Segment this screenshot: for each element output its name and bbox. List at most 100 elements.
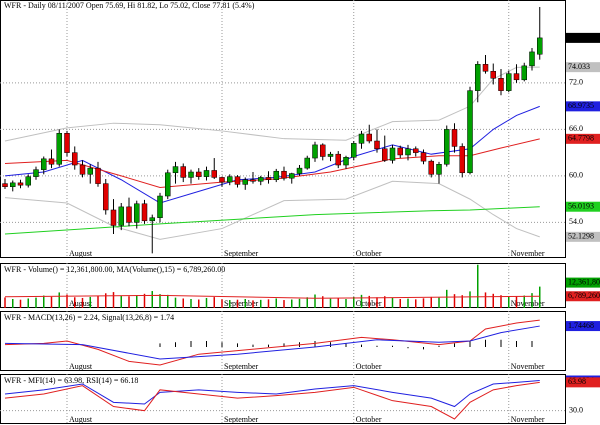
candle-body — [482, 64, 489, 72]
candle-body — [320, 144, 326, 157]
candle-body — [56, 133, 62, 165]
candle-body — [25, 176, 31, 186]
candle-body — [110, 209, 117, 226]
candle-body — [95, 167, 101, 184]
candle-body — [149, 217, 155, 222]
month-label: August — [69, 299, 93, 308]
candle-body — [265, 177, 272, 180]
candle-body — [227, 176, 233, 183]
candle-body — [234, 176, 241, 185]
value-box — [566, 291, 600, 302]
panel-frame — [0, 374, 566, 424]
indicator-line — [4, 381, 540, 420]
candle-body — [41, 158, 47, 170]
candle-body — [126, 206, 132, 223]
candle-body — [289, 173, 295, 179]
candle-body — [79, 164, 86, 175]
candle-body — [343, 157, 349, 166]
month-label: August — [69, 415, 93, 424]
value-box-label: 6,789,260 — [568, 291, 600, 300]
indicator-line — [4, 325, 540, 360]
indicator-line — [4, 319, 540, 366]
month-label: October — [356, 362, 382, 371]
month-label: August — [69, 249, 93, 258]
value-box — [566, 133, 600, 144]
candle-body — [506, 73, 512, 91]
candle-body — [180, 166, 186, 178]
value-box — [566, 101, 600, 112]
month-label: August — [69, 362, 93, 371]
candle-body — [312, 144, 318, 159]
candle-body — [64, 133, 70, 153]
candle-body — [374, 140, 380, 150]
candle-body — [219, 177, 225, 183]
value-box-label: 63.98 — [568, 377, 586, 386]
candle-body — [358, 133, 365, 144]
candle-body — [459, 146, 465, 174]
y-tick-label: 72.0 — [569, 78, 583, 87]
month-label: November — [511, 415, 545, 424]
panel-legend: WFR - Volume() = 12,361,800.00, MA(Volum… — [4, 265, 225, 274]
candle-body — [211, 170, 217, 178]
panel-legend: WFR - MFI(14) = 63.98, RSI(14) = 66.18 — [4, 376, 138, 385]
indicator-line — [4, 138, 540, 189]
indicator-line — [4, 206, 540, 235]
value-box-label: 77.81 — [568, 33, 586, 42]
month-label: November — [511, 299, 545, 308]
value-box-label: 64.7798 — [568, 134, 594, 143]
value-box-label: 52.1298 — [568, 232, 594, 241]
panel-frame — [0, 263, 566, 308]
candle-body — [273, 170, 279, 180]
value-box-label: 68.9735 — [568, 101, 594, 110]
month-label: September — [224, 249, 259, 258]
candle-body — [304, 157, 310, 169]
candle-body — [405, 148, 411, 156]
y-tick-label: 30.0 — [569, 405, 583, 414]
candle-body — [103, 183, 109, 211]
candle-body — [17, 182, 24, 186]
candle-body — [498, 78, 504, 91]
value-box-label: 74.033 — [568, 62, 590, 71]
candle-body — [165, 172, 171, 197]
candle-body — [203, 170, 210, 177]
candle-body — [490, 71, 496, 79]
candle-body — [188, 171, 194, 178]
candle-body — [134, 203, 140, 223]
candle-body — [467, 90, 473, 174]
month-label: September — [224, 415, 259, 424]
candle-body — [157, 195, 163, 218]
y-tick-label: 66.0 — [569, 124, 583, 133]
candle-body — [444, 129, 450, 165]
chart-title: WFR - Daily 08/11/2007 Open 75.69, Hi 81… — [4, 1, 255, 10]
panel-legend: WFR - MACD(13,26) = 2.24, Signal(13,26,8… — [4, 313, 174, 322]
value-box — [566, 62, 600, 73]
candle-body — [351, 143, 357, 158]
candle-body — [72, 152, 78, 166]
value-box-label: 1.74468 — [568, 321, 594, 330]
candle-body — [521, 65, 527, 81]
candle-body — [172, 166, 179, 174]
month-label: November — [511, 362, 545, 371]
y-tick-label: 60.0 — [569, 171, 583, 180]
value-box — [566, 277, 600, 288]
month-label: October — [356, 249, 382, 258]
candle-body — [513, 73, 520, 81]
candle-body — [475, 64, 481, 91]
candle-body — [428, 160, 434, 175]
month-label: September — [224, 299, 259, 308]
value-box — [566, 231, 600, 242]
candle-body — [250, 179, 256, 182]
candle-body — [87, 167, 93, 175]
indicator-line — [4, 294, 540, 299]
month-label: September — [224, 362, 259, 371]
candle-body — [258, 177, 264, 182]
value-box — [566, 32, 600, 43]
candle-body — [48, 158, 55, 165]
candle-body — [196, 171, 202, 177]
candle-body — [529, 51, 535, 67]
candle-body — [382, 148, 388, 161]
candle-body — [33, 169, 39, 177]
candle-body — [141, 203, 148, 222]
